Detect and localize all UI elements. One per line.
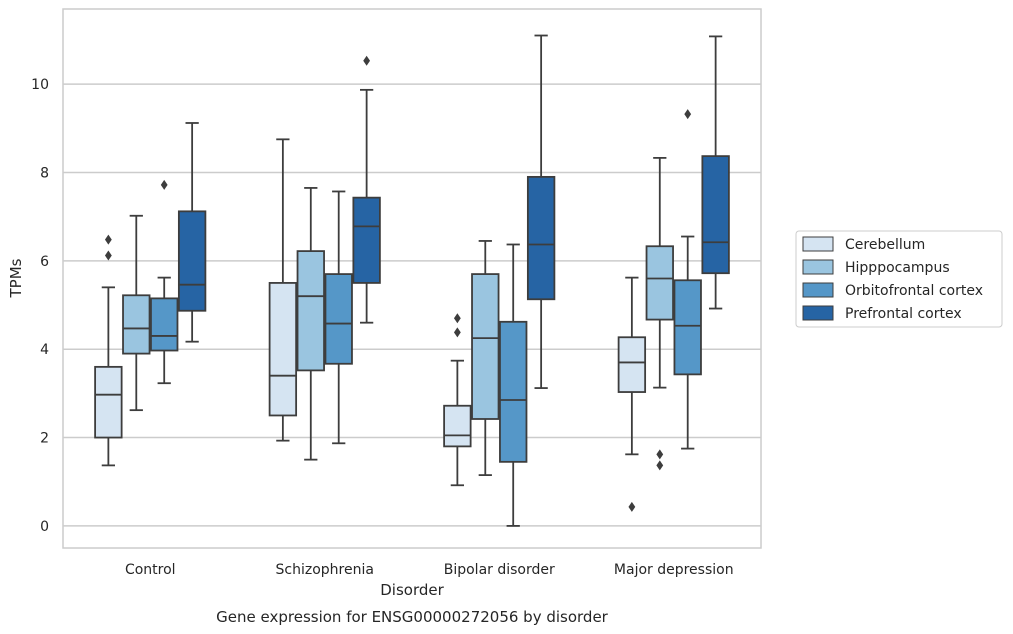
series-3 bbox=[177, 34, 730, 389]
box-body bbox=[150, 297, 179, 352]
box-series bbox=[94, 34, 730, 527]
box-body bbox=[324, 273, 353, 365]
box-body bbox=[617, 336, 647, 393]
y-tick-label-6: 6 bbox=[40, 254, 49, 270]
box-1-0 bbox=[122, 214, 151, 412]
legend-label-3: Prefrontal cortex bbox=[845, 306, 962, 322]
plot-area-frame bbox=[62, 8, 762, 549]
outlier-point bbox=[160, 179, 168, 190]
box-body bbox=[296, 250, 325, 372]
y-axis-ticks: 0 2 4 6 8 10 bbox=[31, 77, 49, 535]
box-body bbox=[177, 210, 207, 312]
box-body bbox=[499, 320, 528, 463]
outlier-point bbox=[104, 234, 112, 245]
box-body bbox=[645, 245, 674, 321]
series-0 bbox=[94, 138, 647, 512]
box-body bbox=[471, 273, 500, 420]
box-1-1 bbox=[296, 187, 325, 461]
box-0-0 bbox=[94, 234, 123, 467]
chart-title: Gene expression for ENSG00000272056 by d… bbox=[216, 608, 609, 626]
box-2-2 bbox=[499, 243, 528, 527]
box-body bbox=[352, 196, 381, 284]
outlier-point bbox=[453, 327, 461, 338]
legend-swatch-2 bbox=[802, 282, 834, 298]
box-2-1 bbox=[324, 190, 353, 445]
box-0-3 bbox=[617, 276, 647, 512]
box-body bbox=[268, 282, 298, 417]
outlier-point bbox=[363, 55, 371, 66]
box-1-2 bbox=[471, 240, 500, 477]
outlier-point bbox=[656, 449, 664, 460]
x-tick-label-3: Major depression bbox=[614, 562, 734, 578]
y-tick-label-2: 2 bbox=[40, 431, 49, 447]
legend-frame bbox=[795, 230, 1003, 328]
box-2-3 bbox=[673, 109, 702, 450]
outlier-point bbox=[684, 109, 692, 120]
legend-swatch-0 bbox=[802, 236, 834, 252]
box-body bbox=[701, 155, 730, 275]
box-body bbox=[673, 279, 702, 376]
series-2 bbox=[150, 109, 702, 527]
y-tick-label-0: 0 bbox=[40, 519, 49, 535]
legend-label-0: Cerebellum bbox=[845, 237, 925, 253]
x-tick-label-2: Bipolar disorder bbox=[444, 562, 555, 578]
y-tick-label-8: 8 bbox=[40, 165, 49, 181]
box-body bbox=[122, 294, 151, 355]
outlier-point bbox=[656, 460, 664, 471]
outlier-point bbox=[628, 501, 636, 512]
series-1 bbox=[122, 156, 674, 477]
x-tick-label-0: Control bbox=[125, 562, 176, 578]
outlier-point bbox=[104, 250, 112, 261]
box-body bbox=[443, 404, 472, 448]
outlier-point bbox=[453, 313, 461, 324]
x-axis-ticks: Control Schizophrenia Bipolar disorder Majo… bbox=[125, 562, 734, 578]
box-3-0 bbox=[177, 122, 207, 343]
box-body bbox=[526, 175, 556, 301]
box-3-2 bbox=[526, 34, 556, 389]
box-1-3 bbox=[645, 156, 674, 471]
box-3-1 bbox=[352, 55, 381, 324]
legend: Cerebellum Hipppocampus Orbitofrontal cort… bbox=[795, 230, 1003, 328]
box-3-3 bbox=[701, 35, 730, 310]
legend-swatch-1 bbox=[802, 259, 834, 275]
y-tick-label-4: 4 bbox=[40, 342, 49, 358]
y-tick-label-10: 10 bbox=[31, 77, 49, 93]
y-axis-label: TPMs bbox=[7, 258, 25, 298]
legend-label-2: Orbitofrontal cortex bbox=[845, 283, 983, 299]
box-2-0 bbox=[150, 179, 179, 385]
box-0-2 bbox=[443, 313, 472, 487]
box-body bbox=[94, 365, 123, 439]
x-tick-label-1: Schizophrenia bbox=[276, 562, 374, 578]
legend-swatch-3 bbox=[802, 305, 834, 321]
x-axis-label: Disorder bbox=[380, 581, 444, 599]
box-0-1 bbox=[268, 138, 298, 442]
legend-label-1: Hipppocampus bbox=[845, 260, 950, 276]
